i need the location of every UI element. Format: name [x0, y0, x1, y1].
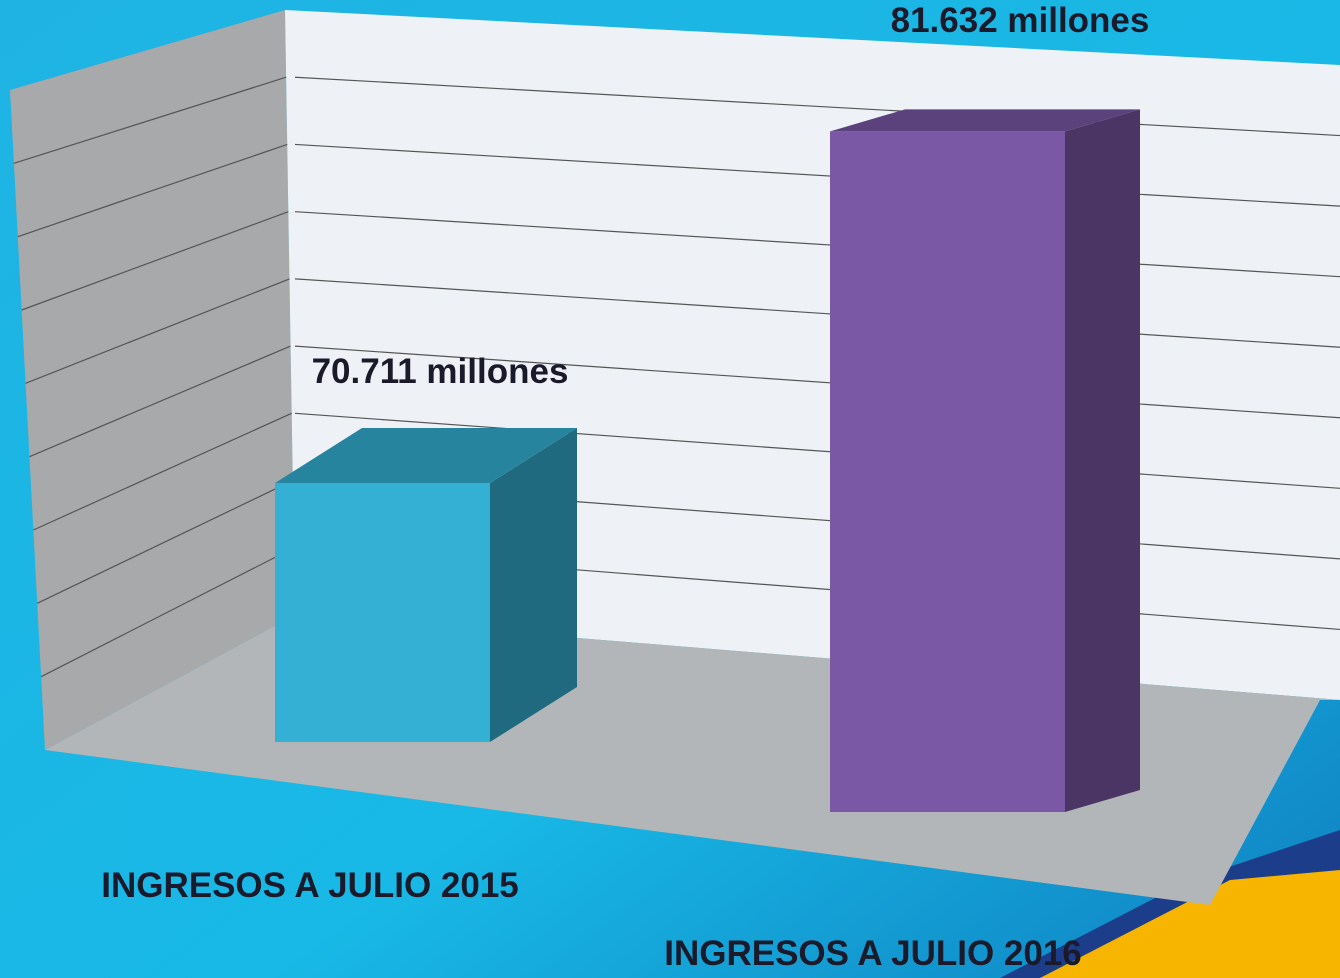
bar-side: [1065, 109, 1140, 812]
bar: [830, 131, 1065, 812]
chart: 70.711 millones 81.632 millones INGRESOS…: [0, 0, 1340, 978]
value-label: 81.632 millones: [891, 1, 1150, 40]
category-label: INGRESOS A JULIO 2015: [101, 866, 519, 905]
category-label: INGRESOS A JULIO 2016: [664, 934, 1082, 973]
bar: [275, 483, 490, 742]
value-label: 70.711 millones: [312, 352, 569, 391]
bar-side: [490, 428, 577, 742]
